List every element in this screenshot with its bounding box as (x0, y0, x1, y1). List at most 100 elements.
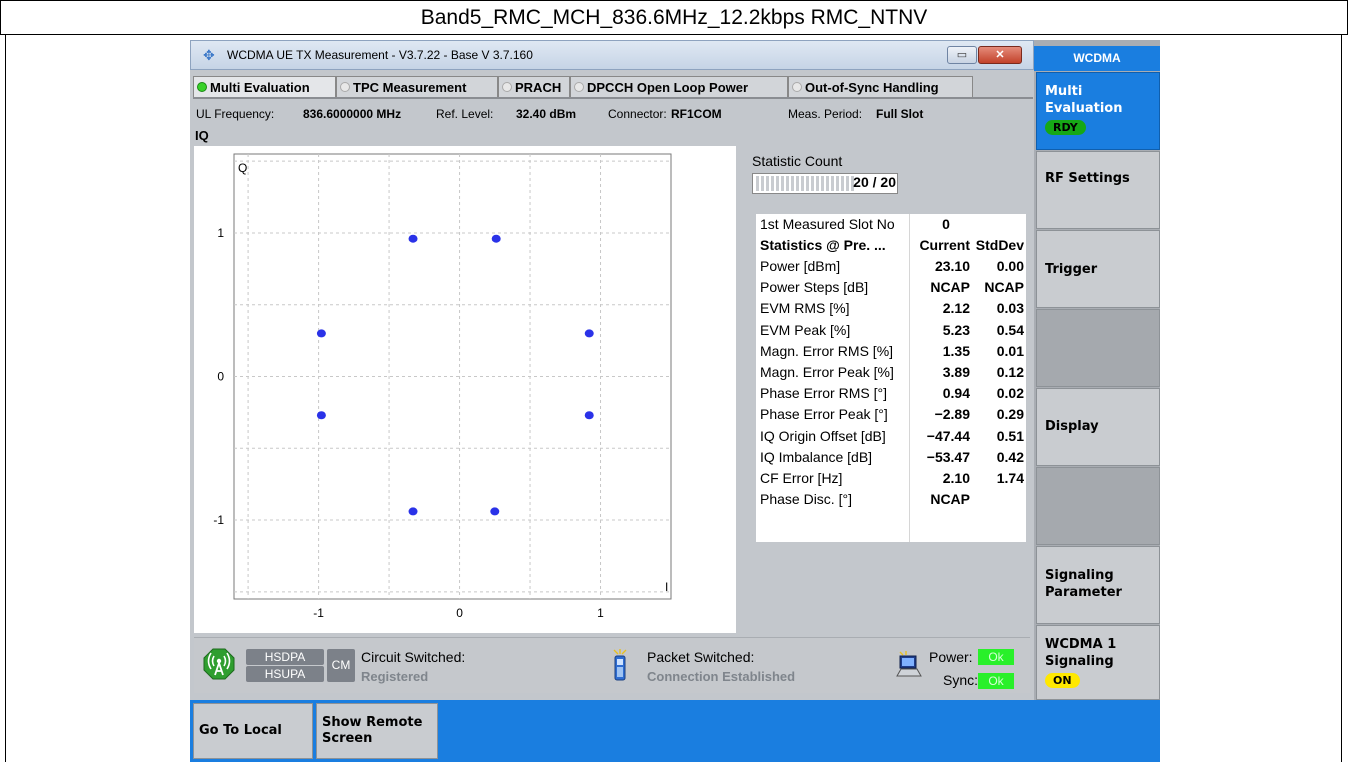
window-title: WCDMA UE TX Measurement - V3.7.22 - Base… (227, 48, 533, 62)
circuit-switched-value: Registered (361, 669, 429, 684)
packet-switched-value: Connection Established (647, 669, 796, 684)
progress-segment (846, 176, 849, 191)
result-current: −53.47 (926, 448, 970, 465)
tab-label: DPCCH Open Loop Power (587, 80, 749, 95)
constellation-point (316, 411, 326, 420)
window-titlebar: ✥ WCDMA UE TX Measurement - V3.7.22 - Ba… (190, 40, 1034, 70)
tab-prach[interactable]: PRACH (498, 76, 570, 98)
ul-frequency-value: 836.6000000 MHz (303, 107, 402, 121)
tab-label: Out-of-Sync Handling (805, 80, 939, 95)
empty-softkey-1[interactable] (1036, 309, 1160, 387)
column-separator (909, 214, 910, 542)
result-current: 2.12 (942, 300, 970, 317)
tab-tpc-measurement[interactable]: TPC Measurement (336, 76, 498, 98)
sync-label: Sync: (943, 672, 979, 688)
result-stddev: 0.00 (996, 258, 1024, 274)
wcdma-signaling-softkey[interactable]: WCDMA 1 Signaling ON (1036, 625, 1160, 700)
progress-segment (786, 176, 789, 191)
connector-value: RF1COM (671, 107, 722, 121)
result-row: Magn. Error Peak [%] 3.89 0.12 (756, 362, 1026, 383)
result-current: NCAP (930, 279, 970, 296)
first-slot-label: 1st Measured Slot No (760, 216, 895, 232)
result-row: IQ Origin Offset [dB] −47.44 0.51 (756, 426, 1026, 447)
constellation-point (316, 329, 326, 338)
constellation-point (584, 411, 594, 420)
progress-segment (816, 176, 819, 191)
result-label: EVM RMS [%] (760, 300, 850, 317)
antenna-icon (203, 648, 235, 680)
progress-segment (766, 176, 769, 191)
go-to-local-button[interactable]: Go To Local (193, 703, 313, 759)
hsupa-badge: HSUPA (246, 666, 324, 682)
display-softkey[interactable]: Display (1036, 388, 1160, 466)
progress-segment (821, 176, 824, 191)
go-to-local-label: Go To Local (199, 723, 282, 738)
show-remote-screen-label: Show Remote Screen (322, 715, 423, 746)
results-header-stddev: StdDev (975, 237, 1024, 253)
progress-segment (771, 176, 774, 191)
result-label: Power [dBm] (760, 258, 841, 274)
constellation-point (408, 234, 418, 243)
power-status-indicator: Ok (978, 649, 1014, 665)
caption-title: Band5_RMC_MCH_836.6MHz_12.2kbps RMC_NTNV (0, 0, 1348, 35)
progress-segment (796, 176, 799, 191)
progress-segment (761, 176, 764, 191)
minimize-button[interactable]: ▭ (947, 46, 977, 64)
signaling-parameter-softkey[interactable]: Signaling Parameter (1036, 546, 1160, 624)
frame-border-left (5, 35, 6, 762)
tab-out-of-sync-handling[interactable]: Out-of-Sync Handling (788, 76, 973, 98)
progress-segment (841, 176, 844, 191)
multi-evaluation-softkey[interactable]: Multi Evaluation RDY (1036, 72, 1160, 150)
close-button[interactable]: ✕ (978, 46, 1022, 64)
result-stddev: 0.03 (996, 300, 1024, 317)
result-stddev: 0.02 (996, 385, 1024, 402)
progress-segment (836, 176, 839, 191)
power-label: Power: (929, 649, 973, 665)
result-label: IQ Imbalance [dB] (760, 448, 873, 465)
iq-constellation-plot: -1 0 1 1 0 -1 Q I (194, 146, 736, 633)
i-axis-label: I (665, 580, 668, 594)
empty-softkey-2[interactable] (1036, 467, 1160, 545)
result-stddev: NCAP (984, 279, 1024, 296)
x-tick-label: -1 (313, 606, 324, 620)
result-row: Power Steps [dB] NCAP NCAP (756, 277, 1026, 298)
ul-frequency-label: UL Frequency: (196, 107, 275, 121)
tab-status-dot (502, 82, 512, 92)
tab-label: PRACH (515, 80, 562, 95)
iq-section-label: IQ (195, 128, 209, 143)
result-row: Phase Error Peak [°] −2.89 0.29 (756, 404, 1026, 425)
show-remote-screen-button[interactable]: Show Remote Screen (316, 703, 438, 759)
app-icon: ✥ (203, 47, 215, 63)
tab-multi-evaluation[interactable]: Multi Evaluation (193, 76, 336, 98)
phone-icon (613, 649, 627, 681)
trigger-softkey[interactable]: Trigger (1036, 230, 1160, 308)
ref-level-label: Ref. Level: (436, 107, 494, 121)
tab-dpcch-open-loop-power[interactable]: DPCCH Open Loop Power (570, 76, 788, 98)
results-header-label: Statistics @ Pre. ... (760, 237, 886, 253)
result-label: Phase Error Peak [°] (760, 406, 888, 423)
result-stddev: 0.12 (996, 364, 1024, 380)
result-label: Power Steps [dB] (760, 279, 869, 296)
rf-settings-softkey[interactable]: RF Settings (1036, 151, 1160, 229)
meas-period-label: Meas. Period: (788, 107, 863, 121)
on-status-badge: ON (1045, 673, 1080, 688)
meas-period-value: Full Slot (876, 107, 924, 121)
result-row: IQ Imbalance [dB] −53.47 0.42 (756, 447, 1026, 468)
result-current: 5.23 (942, 321, 970, 338)
circuit-switched-label: Circuit Switched: (361, 649, 466, 665)
result-current: 23.10 (934, 258, 970, 274)
result-row: CF Error [Hz] 2.10 1.74 (756, 468, 1026, 489)
signaling-parameter-label: Signaling Parameter (1045, 568, 1122, 600)
progress-segment (826, 176, 829, 191)
results-header-current: Current (919, 237, 970, 253)
y-tick-label: 1 (217, 226, 224, 240)
tab-status-dot (574, 82, 584, 92)
result-label: CF Error [Hz] (760, 470, 843, 486)
result-label: IQ Origin Offset [dB] (760, 427, 886, 444)
constellation-point (584, 329, 594, 338)
tab-divider (193, 97, 1033, 99)
result-current: −47.44 (926, 427, 970, 444)
result-row: Power [dBm] 23.10 0.00 (756, 256, 1026, 277)
tab-status-dot (792, 82, 802, 92)
x-tick-label: 0 (456, 606, 463, 620)
